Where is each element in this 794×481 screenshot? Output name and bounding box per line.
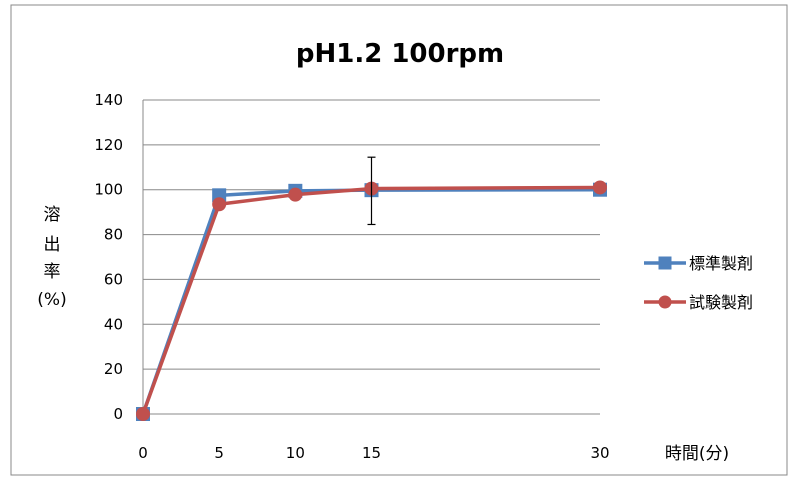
y-axis-label-char: (%) <box>37 290 66 310</box>
series-layer <box>136 180 607 421</box>
legend-label: 標準製剤 <box>689 254 753 273</box>
y-tick-label: 80 <box>104 226 123 244</box>
chart-title: pH1.2 100rpm <box>296 39 504 69</box>
y-tick-label: 140 <box>94 91 123 109</box>
y-axis-label-char: 率 <box>44 262 61 282</box>
y-tick-label: 20 <box>104 360 123 378</box>
y-tick-labels: 0 20 40 60 80 100 120 140 <box>94 91 123 423</box>
legend-marker <box>658 295 672 309</box>
x-tick-label: 10 <box>286 444 305 462</box>
data-point <box>593 180 607 195</box>
x-axis-label: 時間(分) <box>665 444 729 464</box>
y-axis-label-char: 溶 <box>44 205 61 225</box>
x-tick-label: 15 <box>362 444 381 462</box>
y-tick-label: 120 <box>94 136 123 154</box>
x-tick-label: 5 <box>214 444 224 462</box>
data-point <box>288 187 303 202</box>
y-tick-label: 40 <box>104 315 123 333</box>
x-tick-label: 30 <box>590 444 609 462</box>
legend-label: 試験製剤 <box>689 293 753 312</box>
y-axis-label-char: 出 <box>44 235 61 255</box>
x-tick-labels: 0 5 10 15 30 <box>138 444 609 462</box>
error-bars <box>367 156 376 226</box>
x-tick-label: 0 <box>138 444 148 462</box>
legend-marker <box>658 256 672 270</box>
data-point <box>136 407 150 421</box>
data-point <box>212 197 227 212</box>
y-axis-label: 溶出率 (%) <box>37 205 66 310</box>
chart-frame <box>10 4 788 476</box>
y-tick-label: 0 <box>113 405 123 423</box>
y-tick-label: 60 <box>104 270 123 288</box>
y-tick-label: 100 <box>94 181 123 199</box>
